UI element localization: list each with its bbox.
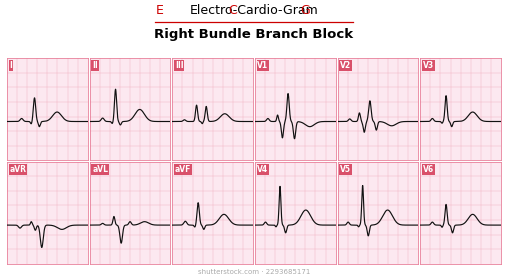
Text: aVR: aVR	[10, 165, 26, 174]
Text: aVF: aVF	[175, 165, 191, 174]
Text: V6: V6	[423, 165, 434, 174]
Text: G: G	[300, 4, 310, 17]
Text: E: E	[156, 4, 164, 17]
Text: C: C	[228, 4, 237, 17]
Text: I: I	[10, 61, 12, 70]
Text: V4: V4	[258, 165, 269, 174]
Text: V5: V5	[340, 165, 351, 174]
Text: V1: V1	[258, 61, 269, 70]
Text: V2: V2	[340, 61, 351, 70]
Text: Right Bundle Branch Block: Right Bundle Branch Block	[154, 28, 354, 41]
Text: shutterstock.com · 2293685171: shutterstock.com · 2293685171	[198, 269, 310, 274]
Text: V3: V3	[423, 61, 434, 70]
Text: Electro-Cardio-Gram: Electro-Cardio-Gram	[189, 4, 319, 17]
Text: aVL: aVL	[92, 165, 108, 174]
Text: III: III	[175, 61, 183, 70]
Text: II: II	[92, 61, 98, 70]
